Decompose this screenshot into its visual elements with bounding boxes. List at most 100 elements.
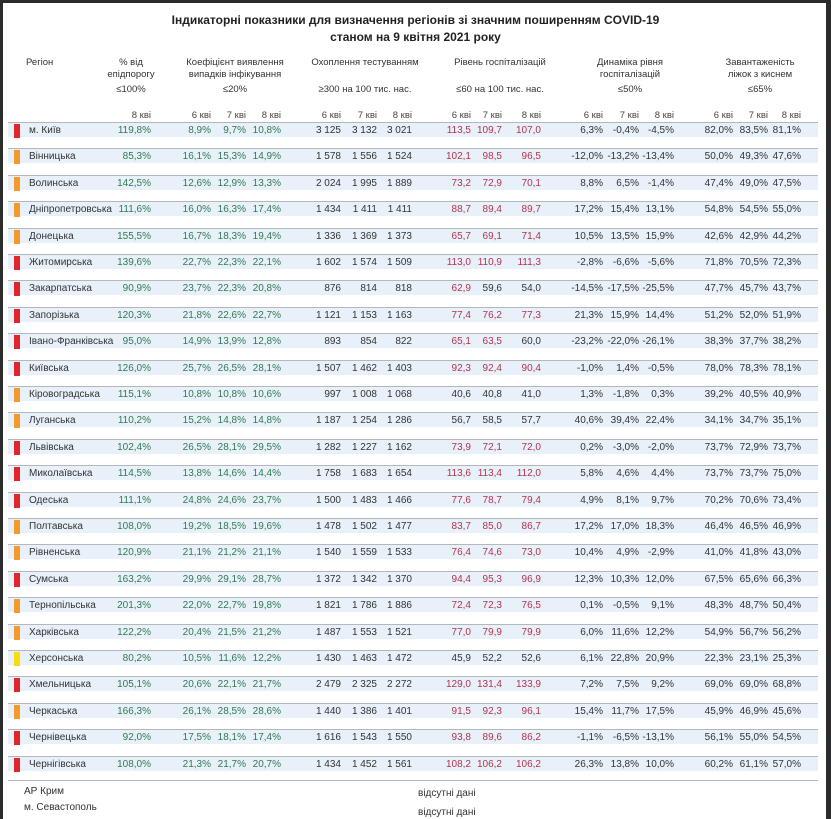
coef-cell: 13,3% [252,177,281,189]
beds-cell: 40,9% [772,389,801,400]
coef-cell: 28,7% [252,573,281,585]
coef-cell: 22,6% [217,309,246,321]
testing-cell: 2 272 [386,679,412,691]
status-marker [14,256,20,270]
beds-cell: 73,7% [772,441,801,453]
hosp-cell: 52,6 [521,653,541,664]
hosp-cell: 113,0 [446,257,471,268]
epid-cell: 90,9% [122,283,151,295]
coef-cell: 22,7% [217,600,246,612]
beds-cell: 46,5% [739,521,768,532]
hosp-cell: 131,4 [476,679,502,691]
table-row: Херсонська 80,2% 10,5% 11,6% 12,2% 1 430 1 463… [8,650,818,676]
status-marker [14,546,20,561]
coef-cell: 28,1% [252,362,281,374]
testing-cell: 1 227 [351,441,377,453]
region-name: Херсонська [29,653,84,664]
quarter-label: 7 кві [226,110,246,121]
beds-cell: 42,6% [704,230,733,242]
table-row: Сумська 163,2% 29,9% 29,1% 28,7% 1 372 1 342 1 … [8,570,818,597]
dyn-cell: -6,5% [612,732,639,744]
region-name: Тернопільська [29,600,96,612]
coef-cell: 14,6% [217,468,246,480]
hosp-cell: 40,8 [482,389,502,400]
status-marker [14,203,20,218]
dyn-cell: 4,4% [651,468,674,480]
testing-cell: 1 434 [315,204,341,216]
hosp-cell: 95,3 [482,573,502,585]
beds-cell: 57,0% [772,758,801,770]
hosp-cell: 73,9 [451,441,471,453]
coef-cell: 29,5% [252,441,281,453]
beds-cell: 78,0% [704,362,733,374]
hosp-cell: 111,3 [517,257,541,268]
coef-cell: 21,1% [252,547,281,559]
threshold-beds: ≤65% [747,84,773,95]
region-name: Чернівецька [29,732,87,744]
dyn-cell: -2,9% [647,547,674,559]
beds-cell: 73,7% [704,468,733,480]
dyn-cell: -25,5% [642,283,674,295]
beds-cell: 54,9% [704,626,733,638]
dyn-cell: 15,4% [574,705,603,717]
status-marker [14,572,20,587]
beds-cell: 75,0% [772,468,801,480]
dyn-cell: 10,3% [610,573,639,585]
dyn-cell: 12,0% [645,573,674,585]
hosp-cell: 92,3 [482,705,502,717]
table-row: Черкаська 166,3% 26,1% 28,5% 28,6% 1 440 1 386… [8,702,818,729]
table-row: Житомирська 139,6% 22,7% 22,3% 22,1% 1 602 1 5… [8,254,818,280]
beds-cell: 73,7% [739,468,768,480]
status-marker [14,467,20,482]
header-epid: % від епідпорогу [107,57,155,80]
dyn-cell: -4,5% [647,125,674,136]
testing-cell: 1 370 [386,573,412,585]
threshold-dyn: ≤50% [617,84,643,95]
dyn-cell: 11,6% [611,626,639,638]
testing-cell: 1 342 [351,573,377,585]
coef-cell: 26,5% [217,362,246,374]
dyn-cell: -1,1% [576,732,603,744]
hosp-cell: 77,3 [521,309,541,321]
quarter-label: 7 кві [482,110,502,121]
testing-cell: 3 021 [386,125,412,136]
coef-cell: 21,7% [217,758,246,770]
hosp-cell: 96,1 [521,705,541,717]
table-row: Запорізька 120,3% 21,8% 22,6% 22,7% 1 121 1 15… [8,306,818,333]
coef-cell: 21,1% [182,547,211,559]
hosp-cell: 72,3 [482,600,502,612]
dyn-cell: -6,6% [612,257,639,268]
beds-cell: 54,5% [739,204,768,216]
coef-cell: 10,8% [252,125,281,136]
row-band [8,280,818,296]
row-band [8,755,818,771]
table-row: Хмельницька 105,1% 20,6% 22,1% 21,7% 2 479 2 3… [8,676,818,702]
testing-cell: 814 [360,283,377,295]
testing-cell: 1 477 [386,521,412,532]
threshold-epid: ≤100% [116,84,146,95]
beds-cell: 46,4% [704,521,733,532]
table-row: Івано-Франківська 95,0% 14,9% 13,9% 12,8% 893… [8,333,818,359]
hosp-cell: 69,1 [482,230,502,242]
testing-cell: 1 401 [386,705,412,717]
dyn-cell: 9,1% [651,600,674,612]
coef-cell: 14,9% [252,151,281,163]
testing-cell: 1 472 [386,653,412,664]
testing-cell: 876 [324,283,341,295]
beds-cell: 71,8% [704,257,733,268]
region-name: Луганська [29,415,76,427]
testing-cell: 1 559 [351,547,377,559]
hosp-cell: 107,0 [515,125,541,136]
coef-cell: 12,2% [252,653,281,664]
testing-cell: 1 430 [315,653,341,664]
testing-cell: 1 602 [315,257,341,268]
beds-cell: 22,3% [704,653,733,664]
testing-cell: 1 452 [351,758,377,770]
row-band [8,676,818,692]
dyn-cell: -5,6% [647,257,674,268]
beds-cell: 67,5% [704,573,733,585]
testing-cell: 1 163 [386,309,412,321]
hosp-cell: 76,5 [521,600,541,612]
row-band [8,122,818,137]
testing-cell: 1 411 [352,204,377,216]
